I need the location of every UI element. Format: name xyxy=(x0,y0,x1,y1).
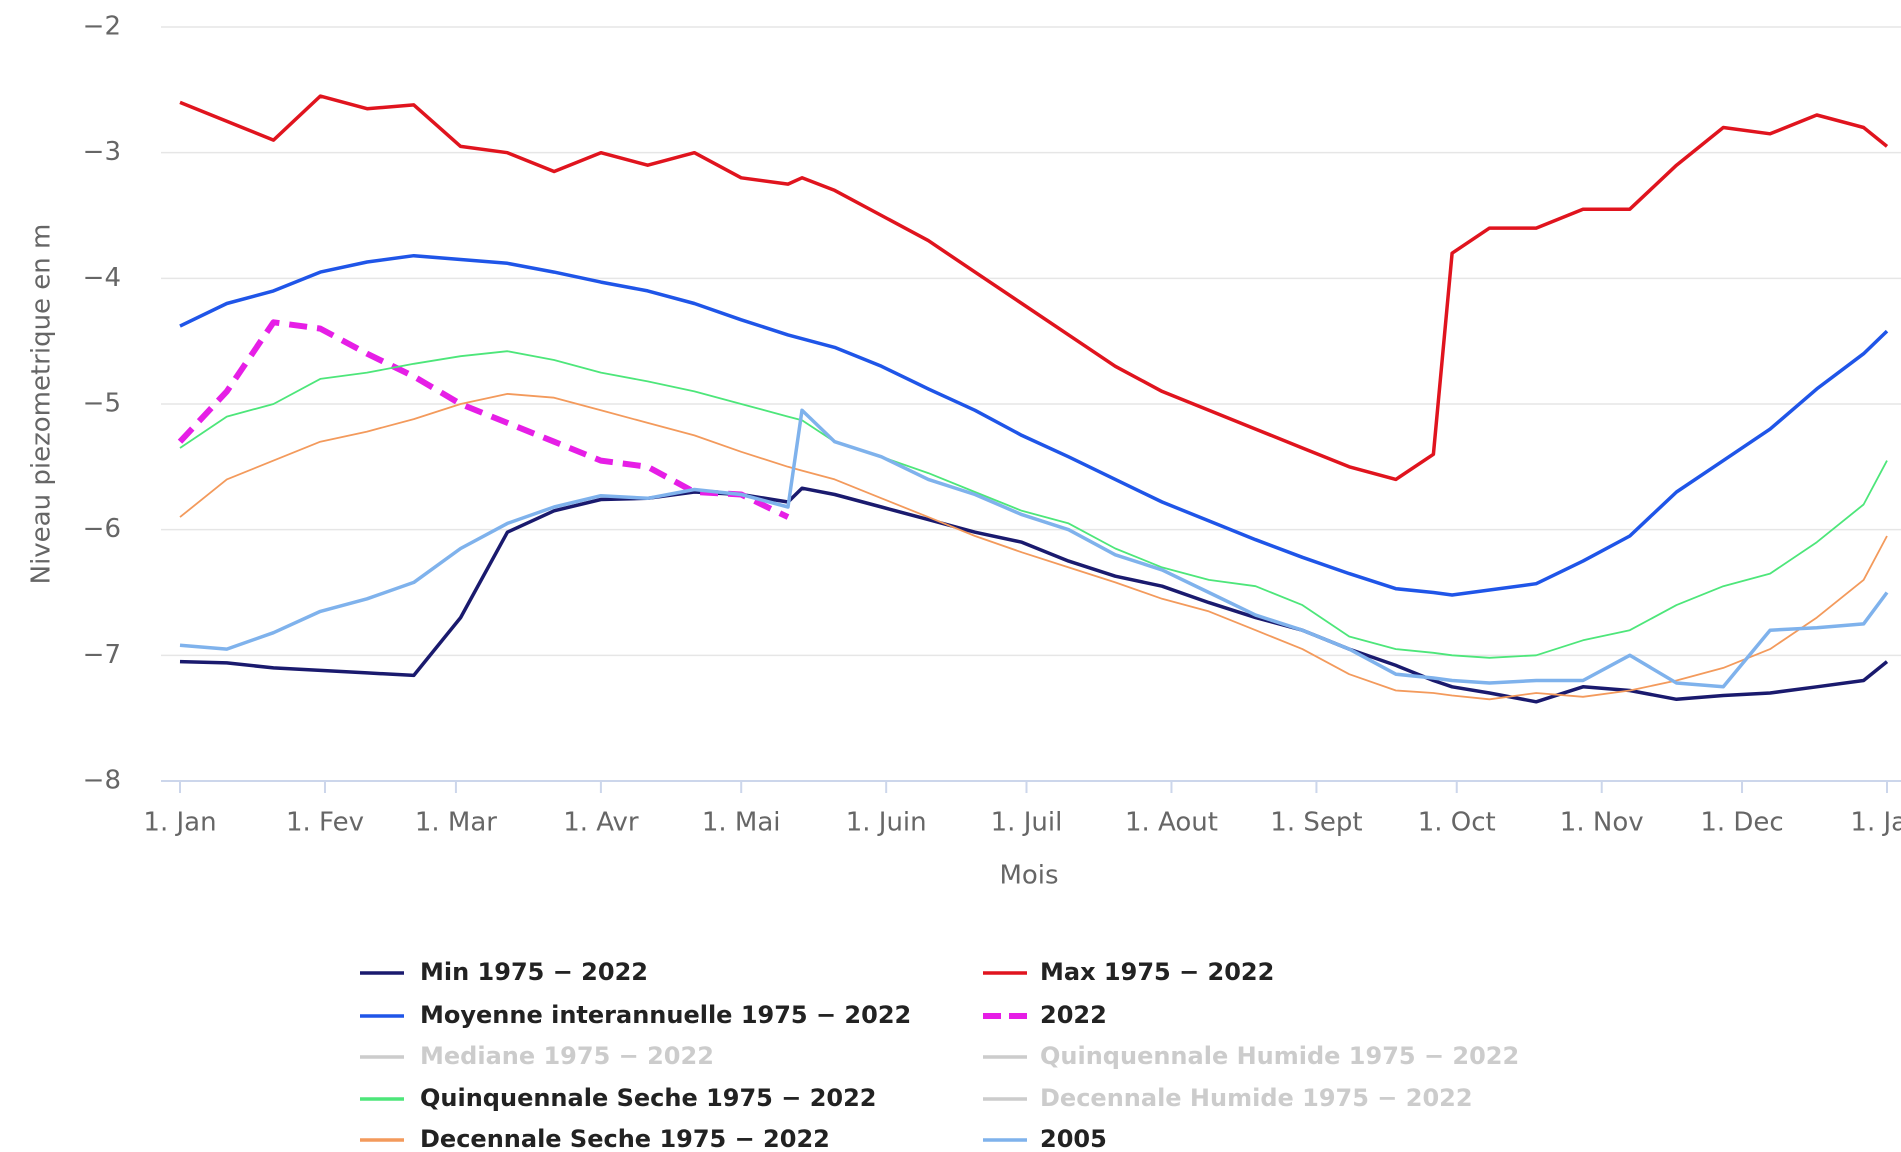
x-tick-label: 1. Dec xyxy=(1700,808,1783,838)
legend-label[interactable]: Decennale Seche 1975 − 2022 xyxy=(420,1125,830,1152)
y-tick-label: −4 xyxy=(83,263,121,293)
x-tick-label: 1. Juil xyxy=(991,808,1063,838)
y-tick-label: −8 xyxy=(83,766,121,796)
series-line xyxy=(179,393,1888,701)
series-line xyxy=(179,350,1888,659)
x-tick-label: 1. Avr xyxy=(563,808,639,838)
y-tick-label: −7 xyxy=(83,640,121,670)
legend-label[interactable]: 2022 xyxy=(1040,1001,1107,1029)
series-line xyxy=(179,94,1889,482)
series-line xyxy=(179,408,1889,689)
x-axis-title: Mois xyxy=(999,861,1058,891)
legend-label[interactable]: Quinquennale Humide 1975 − 2022 xyxy=(1040,1042,1519,1070)
series-line xyxy=(179,253,1889,597)
legend-label[interactable]: Max 1975 − 2022 xyxy=(1040,958,1274,986)
x-tick-label: 1. Fev xyxy=(286,808,364,838)
x-tick-label: 1. Aout xyxy=(1125,808,1218,838)
series-line xyxy=(177,319,790,520)
legend-label[interactable]: Mediane 1975 − 2022 xyxy=(420,1042,714,1070)
legend-label[interactable]: Quinquennale Seche 1975 − 2022 xyxy=(420,1084,877,1112)
x-tick-label: 1. Nov xyxy=(1560,808,1644,838)
y-tick-label: −6 xyxy=(83,514,121,544)
legend-label[interactable]: Min 1975 − 2022 xyxy=(420,958,648,986)
y-tick-label: −2 xyxy=(83,12,121,42)
legend-label[interactable]: Moyenne interannuelle 1975 − 2022 xyxy=(420,1001,911,1029)
legend-label[interactable]: Decennale Humide 1975 − 2022 xyxy=(1040,1084,1473,1112)
y-tick-label: −3 xyxy=(83,137,121,167)
x-tick-label: 1. Sept xyxy=(1270,808,1362,838)
y-tick-label: −5 xyxy=(83,389,121,419)
x-tick-label: 1. Juin xyxy=(846,808,927,838)
series-line xyxy=(179,486,1889,704)
legend-label[interactable]: 2005 xyxy=(1040,1125,1107,1152)
x-tick-label: 1. Jan xyxy=(143,808,216,838)
y-axis-title: Niveau piezometrique en m xyxy=(27,224,57,585)
x-tick-label: 1. Mai xyxy=(702,808,781,838)
x-tick-label: 1. Oct xyxy=(1418,808,1496,838)
x-tick-label: 1. Mar xyxy=(415,808,497,838)
x-tick-label: 1. Jan xyxy=(1850,808,1901,838)
